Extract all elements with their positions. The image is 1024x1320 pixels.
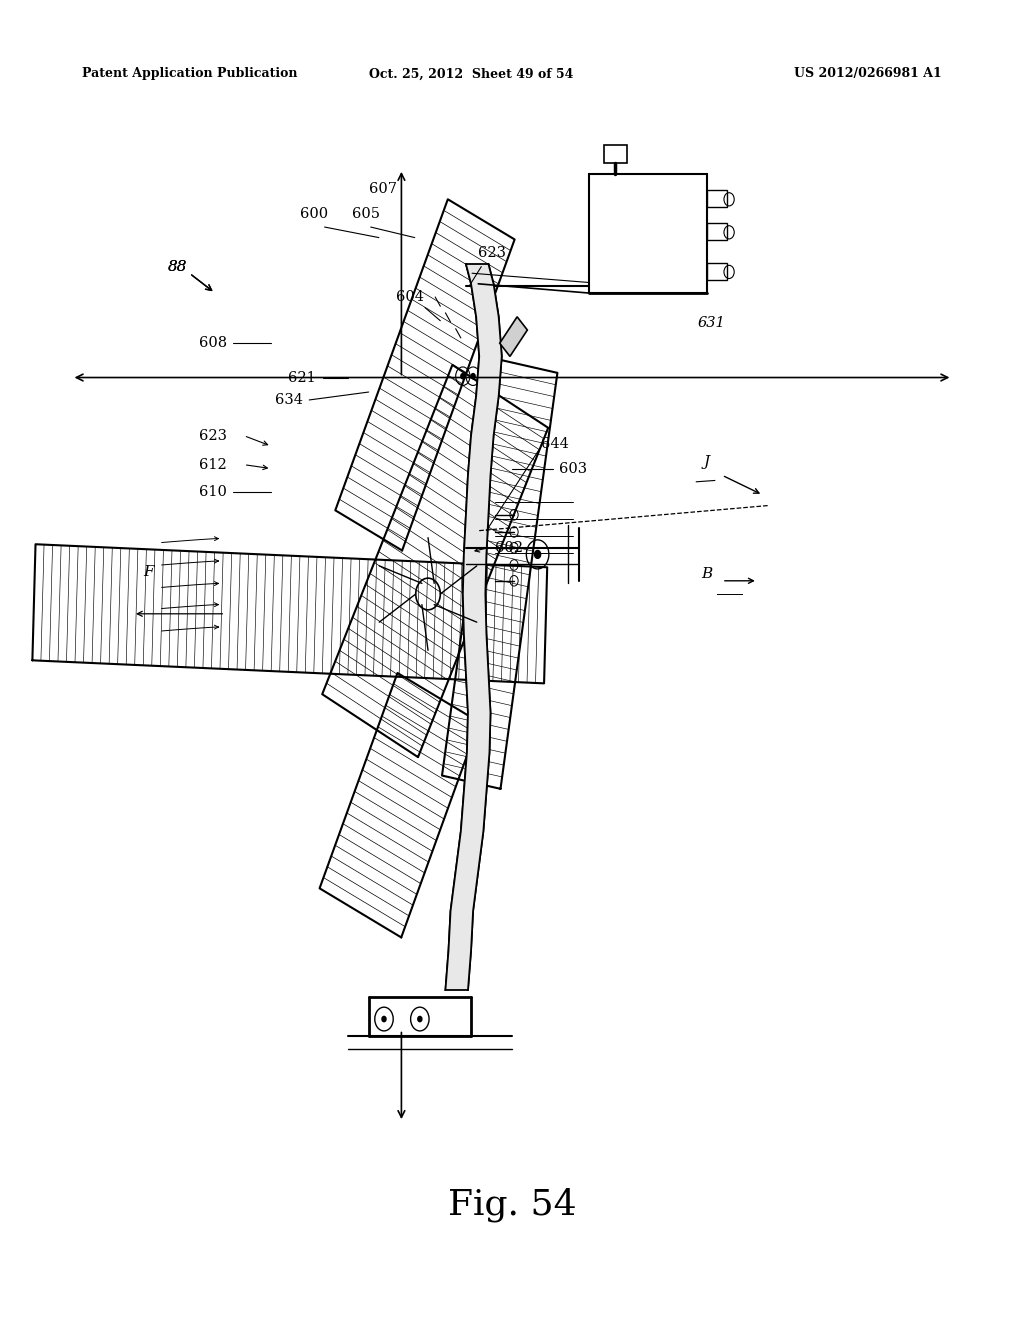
Bar [604, 145, 627, 162]
Polygon shape [500, 317, 527, 356]
Text: 644: 644 [541, 437, 569, 450]
Text: 604: 604 [395, 290, 424, 304]
Text: 88: 88 [167, 260, 187, 273]
Circle shape [535, 550, 541, 558]
Text: 634: 634 [274, 393, 303, 407]
Text: 623: 623 [477, 247, 506, 260]
Text: 631: 631 [697, 317, 726, 330]
Circle shape [461, 374, 465, 379]
Text: 608: 608 [199, 337, 227, 350]
Text: 607: 607 [369, 182, 397, 195]
Text: Oct. 25, 2012  Sheet 49 of 54: Oct. 25, 2012 Sheet 49 of 54 [369, 67, 573, 81]
Text: J: J [703, 455, 710, 469]
Text: Patent Application Publication: Patent Application Publication [82, 67, 297, 81]
Polygon shape [445, 264, 502, 990]
Text: 612: 612 [199, 458, 227, 471]
Text: 610: 610 [199, 486, 227, 499]
Text: US 2012/0266981 A1: US 2012/0266981 A1 [795, 67, 942, 81]
Text: 603: 603 [559, 462, 588, 475]
Circle shape [418, 1016, 422, 1022]
Text: 605: 605 [351, 207, 380, 220]
Text: 88: 88 [167, 260, 187, 273]
Text: 623: 623 [199, 429, 227, 442]
Bar [589, 174, 707, 293]
Text: 600: 600 [300, 207, 329, 220]
Bar [707, 223, 727, 240]
Text: Fig. 54: Fig. 54 [447, 1188, 577, 1222]
Text: F: F [143, 565, 154, 578]
Text: 602: 602 [495, 541, 523, 554]
Bar [707, 263, 727, 280]
Bar [707, 190, 727, 207]
Circle shape [382, 1016, 386, 1022]
Circle shape [471, 374, 475, 379]
Text: B: B [701, 568, 712, 581]
Text: 621: 621 [288, 371, 316, 384]
